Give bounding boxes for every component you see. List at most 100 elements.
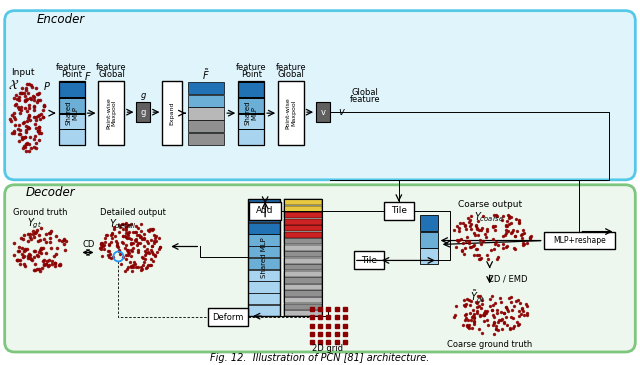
Point xyxy=(108,231,118,237)
Point xyxy=(117,233,127,238)
Point xyxy=(125,236,136,242)
Point xyxy=(21,85,31,91)
Point xyxy=(38,114,49,120)
Point xyxy=(525,235,535,241)
Point xyxy=(39,261,49,267)
Text: $Y_{detail}$: $Y_{detail}$ xyxy=(109,217,136,231)
Point xyxy=(107,235,117,241)
Point xyxy=(44,262,54,268)
FancyBboxPatch shape xyxy=(188,120,224,132)
Point xyxy=(148,232,159,238)
Point xyxy=(22,124,33,130)
Point xyxy=(23,115,33,121)
Point xyxy=(463,316,473,322)
Point xyxy=(112,242,122,248)
Point xyxy=(516,311,526,317)
Point xyxy=(522,310,532,316)
Text: Coarse ground truth: Coarse ground truth xyxy=(447,339,532,349)
Point xyxy=(29,136,39,142)
Point xyxy=(8,95,19,101)
Point xyxy=(469,321,479,327)
Point xyxy=(126,253,136,259)
Point xyxy=(40,231,51,237)
Point xyxy=(20,246,30,251)
Point xyxy=(127,229,138,235)
Point xyxy=(37,265,47,271)
Point xyxy=(516,232,527,238)
Point xyxy=(115,251,125,257)
Point xyxy=(483,226,493,232)
Point xyxy=(492,256,502,262)
Point xyxy=(516,305,527,311)
Point xyxy=(148,258,159,264)
Point xyxy=(492,310,502,316)
Point xyxy=(13,244,24,250)
Point xyxy=(143,240,153,246)
Point xyxy=(472,304,483,310)
Point xyxy=(19,143,29,149)
Point xyxy=(458,322,468,328)
Point xyxy=(128,240,138,246)
FancyBboxPatch shape xyxy=(543,231,615,250)
Point xyxy=(61,238,71,243)
Point xyxy=(502,218,512,224)
Text: Global: Global xyxy=(278,70,305,79)
Point xyxy=(24,105,34,111)
Point xyxy=(108,254,118,260)
FancyBboxPatch shape xyxy=(188,133,224,145)
Point xyxy=(117,233,127,239)
FancyBboxPatch shape xyxy=(384,202,414,220)
Point xyxy=(491,239,501,245)
Point xyxy=(522,303,532,308)
Point xyxy=(24,81,35,87)
FancyBboxPatch shape xyxy=(284,251,322,257)
Point xyxy=(19,90,29,96)
Point xyxy=(106,233,116,238)
Point xyxy=(468,307,479,313)
FancyBboxPatch shape xyxy=(248,211,280,222)
Text: feature: feature xyxy=(276,63,307,72)
Point xyxy=(123,264,133,270)
FancyBboxPatch shape xyxy=(284,205,322,212)
Point xyxy=(21,141,31,147)
FancyBboxPatch shape xyxy=(284,245,322,251)
FancyBboxPatch shape xyxy=(284,199,322,205)
Point xyxy=(14,138,24,144)
Text: $Y_{coarse}$: $Y_{coarse}$ xyxy=(474,210,505,223)
Point xyxy=(30,230,40,236)
Text: Add: Add xyxy=(257,206,274,215)
Point xyxy=(20,99,31,104)
Point xyxy=(13,248,23,254)
Point xyxy=(518,240,528,246)
Point xyxy=(480,231,490,237)
Point xyxy=(469,242,479,248)
Point xyxy=(112,240,122,246)
Point xyxy=(476,255,486,261)
Point xyxy=(133,225,143,231)
Point xyxy=(482,318,492,323)
Point xyxy=(492,326,502,332)
Point xyxy=(99,246,109,251)
Point xyxy=(457,248,467,254)
Point xyxy=(522,312,532,318)
Point xyxy=(36,250,47,256)
Point xyxy=(461,322,472,328)
Point xyxy=(136,264,146,270)
Point xyxy=(509,245,520,251)
Point xyxy=(461,238,471,244)
Point xyxy=(60,236,70,242)
FancyBboxPatch shape xyxy=(238,97,264,113)
Point xyxy=(490,241,500,247)
Point xyxy=(15,261,25,267)
Text: Coarse output: Coarse output xyxy=(458,200,522,209)
Point xyxy=(141,250,152,256)
Point xyxy=(478,213,488,219)
Point xyxy=(507,230,517,235)
Point xyxy=(33,128,44,134)
Point xyxy=(20,97,31,103)
Point xyxy=(461,323,472,329)
Point xyxy=(139,259,149,265)
Point xyxy=(17,245,27,251)
Point xyxy=(488,302,498,308)
Point xyxy=(479,310,490,316)
